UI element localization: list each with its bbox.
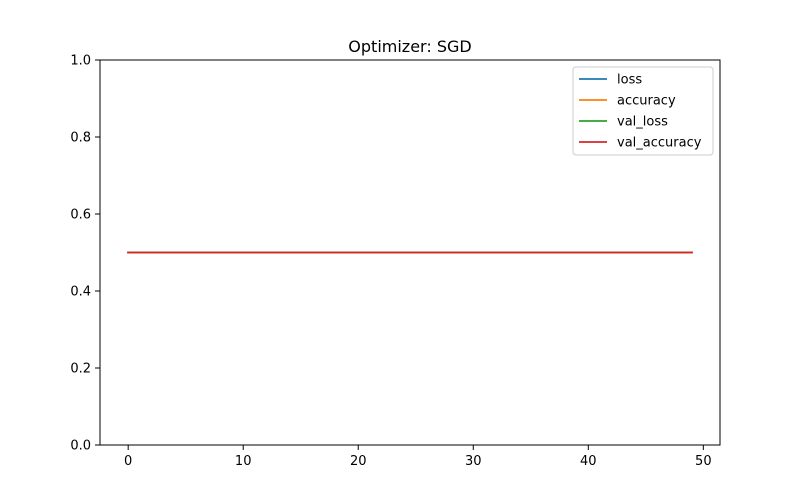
legend-label-loss: loss [617, 73, 642, 88]
legend: loss accuracy val_loss val_accuracy [572, 66, 714, 156]
legend-label-accuracy: accuracy [617, 94, 676, 109]
x-tick-label: 20 [350, 454, 367, 469]
y-axis: 0.0 0.2 0.4 0.6 0.8 1.0 [70, 54, 100, 454]
y-tick-label: 0.0 [70, 439, 91, 454]
x-axis: 0 10 20 30 40 50 [124, 445, 712, 469]
y-tick-label: 0.4 [70, 285, 91, 300]
y-tick-label: 1.0 [70, 54, 91, 69]
legend-label-val-accuracy: val_accuracy [617, 136, 702, 151]
x-tick-label: 30 [465, 454, 482, 469]
legend-label-val-loss: val_loss [617, 115, 668, 130]
chart-title: Optimizer: SGD [348, 37, 471, 56]
plot-area-frame [99, 59, 721, 446]
y-tick-label: 0.6 [70, 208, 91, 223]
x-tick-label: 50 [695, 454, 712, 469]
x-tick-label: 40 [580, 454, 597, 469]
x-tick-label: 10 [235, 454, 252, 469]
legend-box [572, 66, 714, 156]
y-tick-label: 0.2 [70, 362, 91, 377]
y-tick-label: 0.8 [70, 131, 91, 146]
x-tick-label: 0 [124, 454, 132, 469]
